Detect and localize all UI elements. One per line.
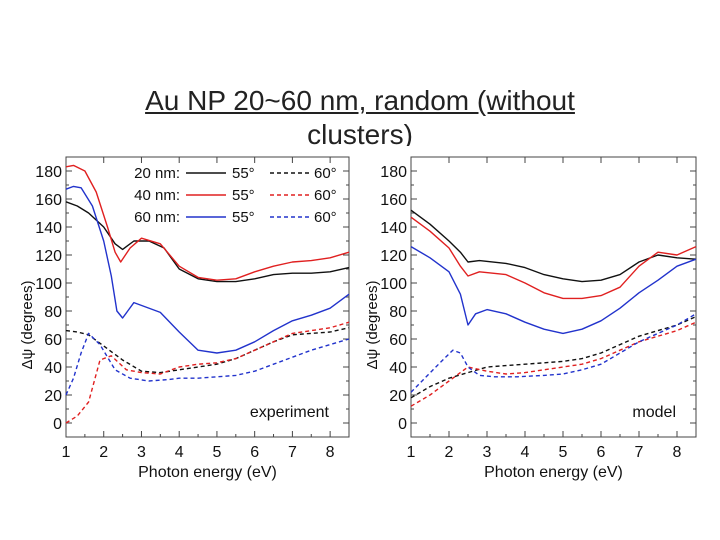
legend-angle-a: 55° bbox=[232, 187, 255, 204]
x-tick-label: 2 bbox=[445, 444, 454, 461]
x-axis-label: Photon energy (eV) bbox=[484, 464, 623, 481]
legend-label: 20 nm: bbox=[134, 165, 180, 182]
y-tick-label: 140 bbox=[380, 220, 407, 237]
series-line-60nm-60 bbox=[65, 332, 350, 396]
series-line-40nm-55 bbox=[65, 164, 350, 281]
plot-frame bbox=[410, 156, 697, 438]
series-line-20nm-60 bbox=[410, 315, 697, 399]
x-tick-label: 6 bbox=[597, 444, 606, 461]
y-axis-label: Δψ (degrees) bbox=[19, 280, 36, 369]
y-tick-label: 60 bbox=[44, 332, 62, 349]
series-line-60nm-60 bbox=[410, 313, 697, 393]
x-tick-label: 5 bbox=[212, 444, 221, 461]
y-tick-label: 120 bbox=[380, 248, 407, 265]
x-tick-label: 4 bbox=[175, 444, 184, 461]
legend-angle-b: 60° bbox=[314, 187, 337, 204]
legend-label: 60 nm: bbox=[134, 209, 180, 226]
y-axis-label: Δψ (degrees) bbox=[364, 280, 381, 369]
y-tick-label: 160 bbox=[380, 192, 407, 209]
legend-angle-a: 55° bbox=[232, 209, 255, 226]
x-tick-label: 6 bbox=[250, 444, 259, 461]
y-tick-label: 160 bbox=[35, 192, 62, 209]
x-tick-label: 1 bbox=[407, 444, 416, 461]
x-tick-label: 7 bbox=[288, 444, 297, 461]
slide-title: Au NP 20~60 nm, random (without clusters… bbox=[0, 84, 720, 146]
y-tick-label: 0 bbox=[53, 416, 62, 433]
x-tick-label: 5 bbox=[559, 444, 568, 461]
legend-label: 40 nm: bbox=[134, 187, 180, 204]
panel-annotation: experiment bbox=[250, 404, 330, 421]
series-line-60nm-55 bbox=[65, 185, 350, 354]
legend-angle-b: 60° bbox=[314, 209, 337, 226]
series-line-60nm-55 bbox=[410, 245, 697, 335]
chart-panel-model: 0 20 40 60 80 100 120 140 160 180 1 2 3 4 5 6 7 8 Photon e… bbox=[364, 156, 697, 481]
legend-angle-a: 55° bbox=[232, 165, 255, 182]
y-tick-label: 180 bbox=[35, 164, 62, 181]
series-line-40nm-60 bbox=[65, 321, 350, 424]
plot-frame bbox=[65, 156, 350, 438]
legend: 20 nm: 55° 60° 40 nm: 55° 60° 60 nm: 55° 60° bbox=[134, 165, 337, 226]
series-line-20nm-55 bbox=[410, 209, 697, 283]
y-tick-label: 140 bbox=[35, 220, 62, 237]
panel-annotation: model bbox=[632, 404, 676, 421]
x-tick-label: 2 bbox=[99, 444, 108, 461]
y-tick-label: 0 bbox=[398, 416, 407, 433]
slide-title-text: Au NP 20~60 nm, random (without clusters… bbox=[145, 85, 575, 146]
y-tick-label: 20 bbox=[389, 388, 407, 405]
x-tick-label: 3 bbox=[137, 444, 146, 461]
legend-angle-b: 60° bbox=[314, 165, 337, 182]
x-tick-label: 8 bbox=[326, 444, 335, 461]
chart-panel-experiment: 0 20 40 60 80 100 120 140 160 180 1 2 3 4 5 6 7 8 Photon e… bbox=[19, 156, 350, 481]
y-tick-label: 180 bbox=[380, 164, 407, 181]
x-tick-label: 7 bbox=[635, 444, 644, 461]
x-tick-label: 4 bbox=[521, 444, 530, 461]
y-tick-label: 100 bbox=[380, 276, 407, 293]
y-tick-label: 120 bbox=[35, 248, 62, 265]
y-tick-label: 80 bbox=[44, 304, 62, 321]
x-tick-label: 3 bbox=[483, 444, 492, 461]
y-tick-label: 100 bbox=[35, 276, 62, 293]
y-tick-label: 80 bbox=[389, 304, 407, 321]
x-axis-label: Photon energy (eV) bbox=[138, 464, 277, 481]
series-line-20nm-55 bbox=[65, 201, 350, 283]
y-tick-label: 40 bbox=[389, 360, 407, 377]
y-tick-label: 20 bbox=[44, 388, 62, 405]
series-line-20nm-60 bbox=[65, 327, 350, 374]
x-tick-label: 8 bbox=[673, 444, 682, 461]
y-tick-label: 40 bbox=[44, 360, 62, 377]
y-tick-label: 60 bbox=[389, 332, 407, 349]
x-tick-label: 1 bbox=[62, 444, 71, 461]
series-line-40nm-60 bbox=[410, 321, 697, 407]
series-line-40nm-55 bbox=[410, 216, 697, 300]
